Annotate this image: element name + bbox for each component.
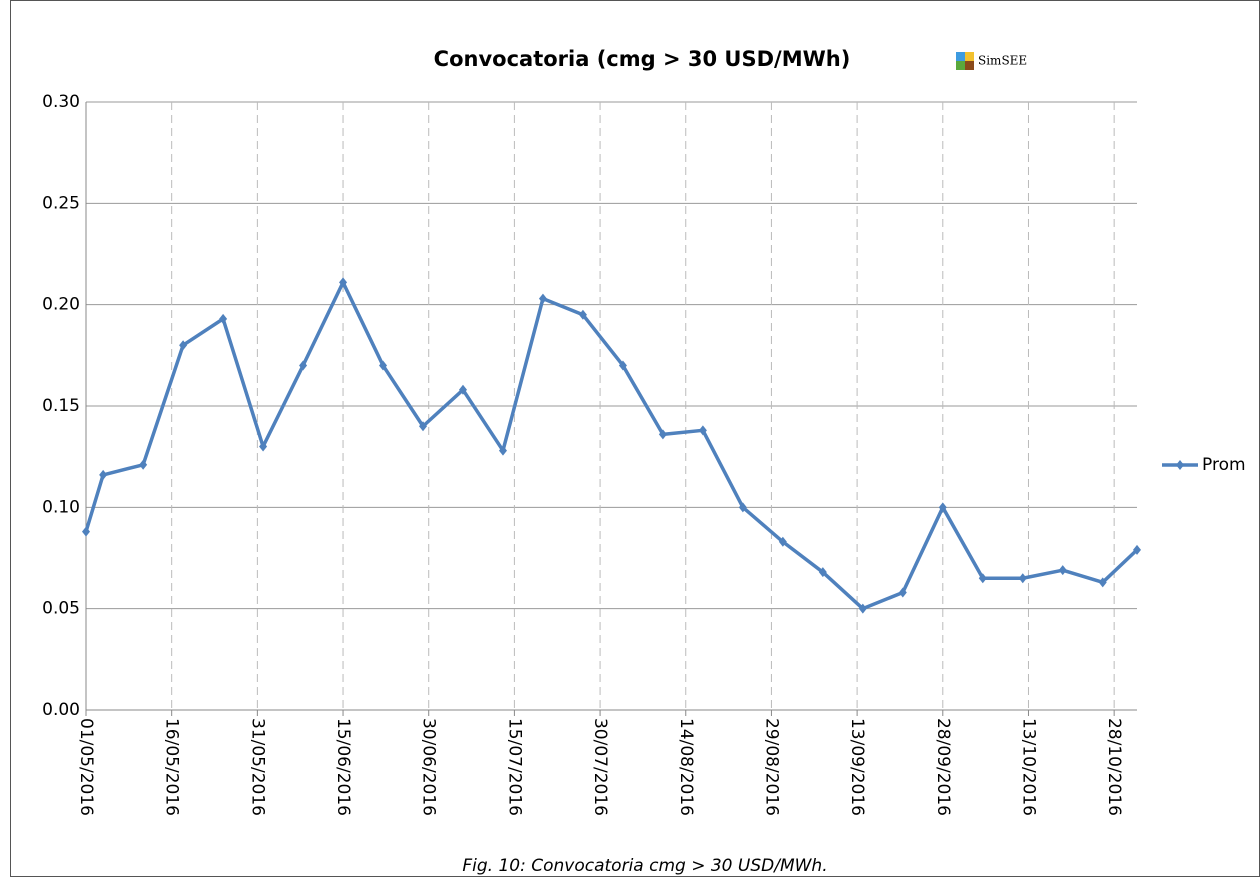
point-marker bbox=[818, 567, 827, 578]
point-marker bbox=[179, 340, 188, 351]
y-tick-label: 0.20 bbox=[42, 295, 80, 315]
point-marker bbox=[219, 313, 228, 324]
x-tick-label: 28/09/2016 bbox=[933, 718, 953, 816]
point-marker bbox=[778, 536, 787, 547]
point-marker bbox=[1058, 565, 1067, 576]
point-marker bbox=[738, 502, 747, 513]
legend-marker bbox=[1176, 460, 1184, 470]
x-tick-label: 29/08/2016 bbox=[761, 718, 781, 816]
point-marker bbox=[1018, 573, 1027, 584]
point-marker bbox=[259, 441, 268, 452]
y-tick-label: 0.10 bbox=[42, 497, 80, 517]
y-tick-label: 0.25 bbox=[42, 193, 80, 213]
point-marker bbox=[99, 469, 108, 480]
point-marker bbox=[898, 587, 907, 598]
point-marker bbox=[698, 425, 707, 436]
point-marker bbox=[618, 360, 627, 371]
y-tick-label: 0.30 bbox=[42, 92, 80, 112]
x-tick-label: 30/06/2016 bbox=[419, 718, 439, 816]
x-tick-label: 13/09/2016 bbox=[847, 718, 867, 816]
point-marker bbox=[82, 526, 90, 537]
x-tick-label: 15/07/2016 bbox=[504, 718, 524, 816]
point-marker bbox=[419, 421, 428, 432]
x-tick-label: 31/05/2016 bbox=[247, 718, 267, 816]
point-marker bbox=[1133, 544, 1141, 555]
logo-icon bbox=[956, 52, 974, 70]
point-marker bbox=[578, 309, 587, 320]
point-marker bbox=[458, 384, 467, 395]
point-marker bbox=[339, 277, 348, 288]
point-marker bbox=[1098, 577, 1107, 588]
x-tick-label: 28/10/2016 bbox=[1104, 718, 1124, 816]
chart-title: Convocatoria (cmg > 30 USD/MWh) bbox=[434, 47, 851, 71]
x-tick-label: 30/07/2016 bbox=[590, 718, 610, 816]
series-line bbox=[84, 280, 1139, 611]
x-tick-label: 15/06/2016 bbox=[333, 718, 353, 816]
legend-label: Prom bbox=[1202, 455, 1246, 475]
y-tick-label: 0.05 bbox=[42, 599, 80, 619]
point-marker bbox=[938, 502, 947, 513]
point-marker bbox=[538, 293, 547, 304]
x-tick-label: 16/05/2016 bbox=[162, 718, 182, 816]
frame bbox=[10, 0, 1260, 877]
point-marker bbox=[139, 459, 148, 470]
point-marker bbox=[299, 360, 308, 371]
y-tick-label: 0.00 bbox=[42, 700, 80, 720]
caption: Fig. 10: Convocatoria cmg > 30 USD/MWh. bbox=[462, 856, 827, 876]
point-marker bbox=[858, 603, 867, 614]
point-marker bbox=[658, 429, 667, 440]
x-tick-label: 13/10/2016 bbox=[1018, 718, 1038, 816]
point-marker bbox=[379, 360, 388, 371]
logo-text: SimSEE bbox=[978, 54, 1027, 68]
point-marker bbox=[498, 445, 507, 456]
x-tick-label: 01/05/2016 bbox=[76, 718, 96, 816]
x-tick-label: 14/08/2016 bbox=[676, 718, 696, 816]
y-tick-label: 0.15 bbox=[42, 396, 80, 416]
point-marker bbox=[978, 573, 987, 584]
